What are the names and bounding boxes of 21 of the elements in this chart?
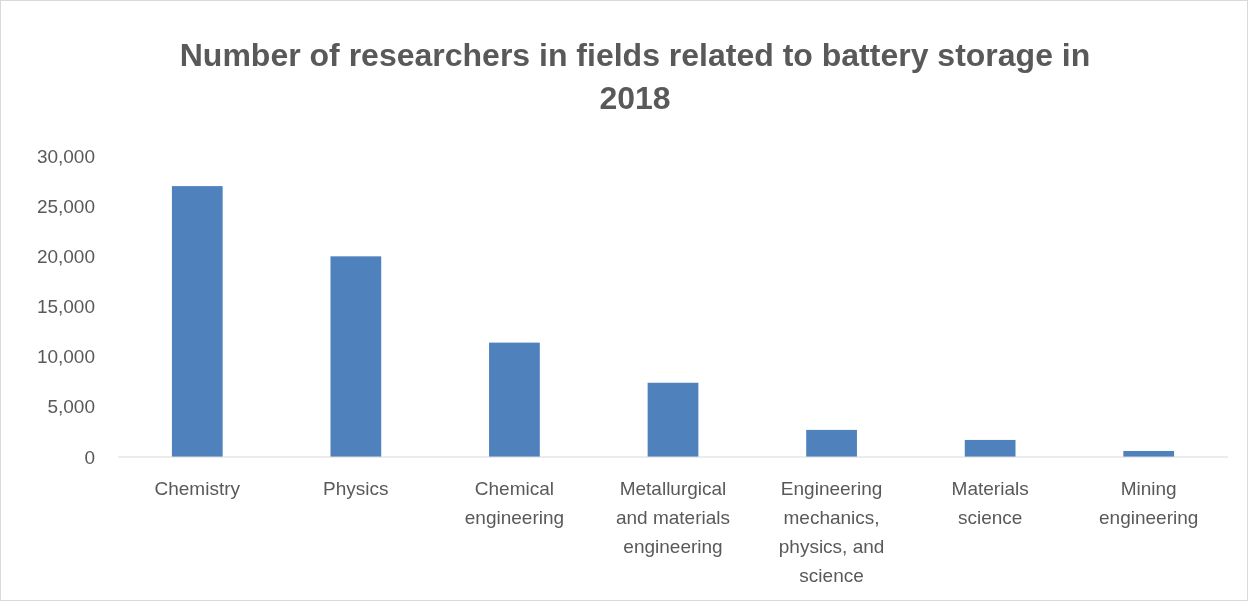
- x-tick-label: Materials science: [951, 478, 1029, 528]
- y-tick-label: 15,000: [36, 296, 95, 318]
- y-tick-label: 10,000: [36, 346, 95, 368]
- y-tick-label: 25,000: [36, 195, 95, 217]
- x-tick-label: Chemical engineering: [464, 478, 565, 528]
- y-tick-label: 0: [84, 446, 95, 468]
- bar: [171, 186, 223, 457]
- bar: [806, 429, 857, 457]
- x-tick-label: Mining engineering: [1099, 478, 1199, 528]
- bar: [489, 342, 540, 457]
- x-tick-label: Engineering mechanics, physics, and science: [778, 478, 885, 586]
- bar: [330, 256, 382, 457]
- x-tick-label: Physics: [323, 478, 389, 499]
- bar: [964, 439, 1016, 457]
- y-tick-label: 20,000: [36, 245, 95, 267]
- bar: [647, 382, 699, 457]
- chart-title: Number of researchers in fields related to battery storage in 2018: [179, 37, 1091, 116]
- y-tick-label: 5,000: [47, 396, 95, 418]
- y-tick-label: 30,000: [36, 145, 95, 167]
- x-tick-label: Metallurgical and materials engineering: [615, 478, 731, 557]
- x-tick-label: Chemistry: [154, 478, 241, 499]
